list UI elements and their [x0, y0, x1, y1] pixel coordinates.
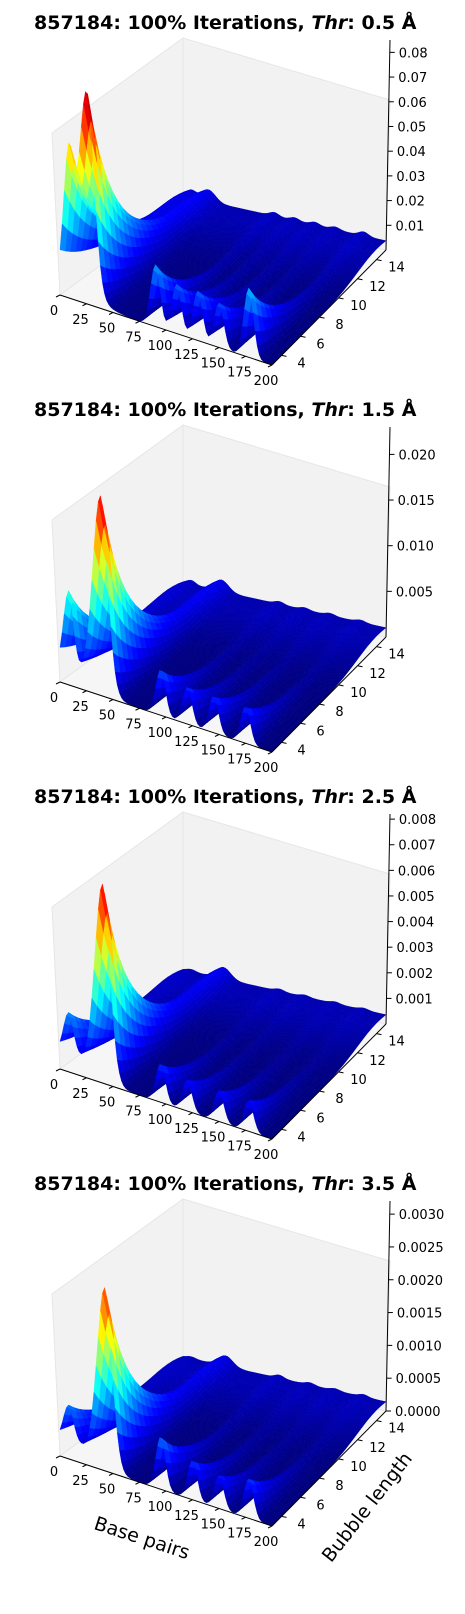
x-tick-mark: [161, 329, 167, 333]
y-tick-mark: [319, 703, 325, 706]
z-tick-label: 0.010: [397, 540, 434, 555]
x-tick-label: 125: [174, 348, 199, 363]
x-tick-label: 150: [201, 357, 226, 372]
x-tick-mark: [214, 734, 220, 737]
z-tick-label: 0.04: [397, 145, 426, 160]
x-tick-label: 25: [72, 313, 89, 328]
x-tick-label: 50: [99, 709, 116, 724]
y-tick-label: 14: [388, 648, 405, 663]
z-axis-line: [385, 426, 391, 638]
y-axis-line: [271, 249, 387, 366]
y-tick-mark: [338, 684, 344, 687]
y-tick-label: 6: [316, 724, 324, 739]
x-tick-mark: [188, 725, 193, 729]
z-tick-label: 0.07: [398, 71, 427, 86]
panel-thr-1-5: 857184: 100% Iterations, Thr: 1.5 Å 0 25 5…: [0, 387, 465, 774]
y-tick-mark: [338, 297, 344, 300]
z-tick-label: 0.02: [396, 195, 425, 210]
y-tick-mark: [281, 741, 287, 744]
x-tick-label: 75: [125, 330, 142, 345]
x-tick-mark: [108, 699, 114, 702]
x-tick-mark: [55, 681, 61, 685]
x-tick-label: 150: [201, 744, 226, 759]
z-tick-label: 0.020: [398, 448, 435, 463]
panel-thr-0-5: 857184: 100% Iterations, Thr: 0.5 Å 0 25 5…: [0, 0, 465, 387]
x-tick-label: 0: [50, 304, 58, 319]
x-tick-label: 25: [72, 700, 89, 715]
y-tick-mark: [281, 354, 287, 357]
z-tick-label: 0.06: [398, 96, 427, 111]
y-tick-label: 12: [369, 280, 386, 295]
y-tick-mark: [319, 316, 325, 319]
x-tick-mark: [188, 338, 193, 342]
chart-title: 857184: 100% Iterations, Thr: 0.5 Å: [34, 12, 417, 34]
x-tick-mark: [214, 347, 220, 350]
y-tick-label: 10: [350, 299, 367, 314]
x-tick-label: 200: [254, 374, 279, 387]
x-tick-mark: [241, 742, 246, 746]
surface-plot: 02550751001251501752004681012140.0010.00…: [50, 811, 436, 1161]
y-tick-mark: [300, 722, 306, 725]
z-tick-label: 0.01: [395, 219, 424, 234]
x-tick-mark: [161, 716, 167, 720]
z-tick-label: 0.005: [396, 585, 433, 600]
y-tick-label: 10: [350, 686, 367, 701]
x-tick-label: 100: [148, 726, 173, 741]
z-tick-label: 0.015: [398, 494, 435, 509]
x-tick-mark: [82, 690, 87, 694]
x-tick-mark: [82, 303, 87, 307]
x-tick-mark: [135, 707, 140, 711]
y-tick-label: 14: [388, 261, 405, 276]
x-tick-label: 125: [174, 735, 199, 750]
y-tick-mark: [357, 665, 363, 668]
y-tick-mark: [300, 335, 306, 338]
x-tick-label: 50: [99, 322, 116, 337]
z-tick-label: 0.05: [397, 120, 426, 135]
y-tick-label: 6: [316, 337, 324, 352]
y-tick-mark: [357, 278, 363, 281]
x-tick-mark: [267, 751, 273, 755]
surface-facet: [59, 223, 68, 252]
x-tick-mark: [55, 294, 61, 298]
x-tick-label: 100: [148, 339, 173, 354]
z-axis-line: [385, 39, 391, 251]
panel-thr-2-5: 857184: 100% Iterations, Thr: 2.5 Å 0 25 5…: [0, 774, 465, 1161]
y-tick-label: 4: [297, 743, 305, 758]
chart-title: 857184: 100% Iterations, Thr: 1.5 Å: [34, 399, 417, 421]
surface: [59, 883, 387, 1140]
x-tick-label: 0: [50, 691, 58, 706]
y-tick-label: 8: [335, 318, 343, 333]
x-tick-mark: [135, 320, 140, 324]
surface-facet: [59, 632, 68, 648]
y-tick-label: 12: [369, 667, 386, 682]
surface: [59, 91, 387, 366]
y-tick-label: 4: [297, 356, 305, 371]
chart-title: 857184: 100% Iterations, Thr: 2.5 Å: [34, 786, 417, 808]
z-tick-label: 0.08: [399, 46, 428, 61]
y-tick-mark: [376, 259, 382, 262]
x-tick-label: 200: [254, 761, 279, 774]
z-tick-label: 0.03: [396, 170, 425, 185]
y-tick-label: 8: [335, 705, 343, 720]
x-tick-mark: [108, 312, 114, 315]
y-axis-line: [271, 636, 387, 753]
y-tick-mark: [376, 646, 382, 649]
x-tick-label: 175: [227, 365, 252, 380]
x-tick-label: 75: [125, 717, 142, 732]
surface: [59, 495, 387, 753]
x-tick-mark: [241, 355, 246, 359]
x-tick-label: 175: [227, 752, 252, 767]
x-tick-mark: [267, 364, 273, 368]
